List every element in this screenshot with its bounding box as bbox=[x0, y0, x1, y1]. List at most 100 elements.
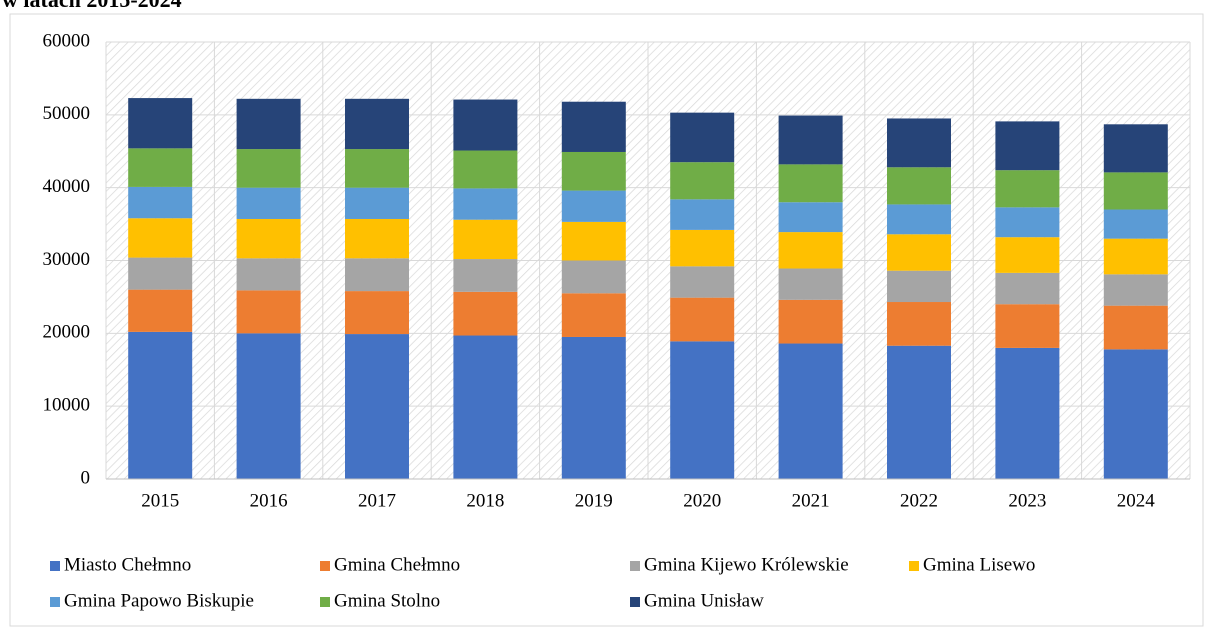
bar-segment bbox=[236, 333, 301, 479]
bar-segment bbox=[1103, 124, 1168, 173]
bar-segment bbox=[128, 289, 193, 332]
y-tick-label: 30000 bbox=[43, 249, 91, 270]
bar-segment bbox=[236, 98, 301, 150]
bar-segment bbox=[128, 98, 193, 149]
bar-segment bbox=[778, 232, 843, 269]
bar-segment bbox=[778, 115, 843, 165]
bar-segment bbox=[995, 121, 1060, 171]
bar-segment bbox=[778, 268, 843, 300]
bar-segment bbox=[128, 331, 193, 479]
bar-segment bbox=[345, 187, 409, 219]
x-tick-label: 2019 bbox=[575, 490, 613, 511]
bar-segment bbox=[995, 272, 1060, 305]
bar-segment bbox=[453, 335, 518, 479]
bar-segment bbox=[236, 187, 301, 219]
legend-swatch bbox=[320, 597, 330, 607]
x-tick-label: 2023 bbox=[1008, 490, 1046, 511]
bar-segment bbox=[670, 112, 735, 163]
bar-segment bbox=[995, 170, 1060, 208]
bar-segment bbox=[887, 118, 951, 168]
bar-segment bbox=[561, 151, 626, 191]
bar-segment bbox=[1103, 305, 1168, 350]
bar-segment bbox=[128, 218, 193, 258]
bar-segment bbox=[561, 221, 626, 261]
legend-label: Gmina Kijewo Królewskie bbox=[644, 554, 849, 575]
bar-segment bbox=[561, 336, 626, 479]
bar-segment bbox=[345, 98, 409, 150]
bar-segment bbox=[670, 297, 735, 342]
bar-segment bbox=[128, 186, 193, 219]
legend-swatch bbox=[50, 561, 60, 571]
bar-segment bbox=[345, 218, 409, 259]
legend-swatch bbox=[320, 561, 330, 571]
bar-segment bbox=[1103, 209, 1168, 239]
bar-segment bbox=[778, 299, 843, 344]
bar-segment bbox=[128, 257, 193, 290]
bar-segment bbox=[453, 291, 518, 336]
bar-segment bbox=[236, 290, 301, 334]
x-tick-label: 2022 bbox=[900, 490, 938, 511]
bar-segment bbox=[995, 237, 1060, 273]
chart-title: w latach 2015-2024 bbox=[2, 0, 182, 12]
bar-segment bbox=[453, 188, 518, 220]
x-tick-label: 2017 bbox=[358, 490, 396, 511]
bar-segment bbox=[778, 164, 843, 203]
bar-segment bbox=[453, 99, 518, 151]
y-tick-label: 40000 bbox=[43, 176, 91, 197]
bar-segment bbox=[236, 218, 301, 259]
bar-segment bbox=[236, 258, 301, 291]
bar-segment bbox=[1103, 172, 1168, 210]
bar-segment bbox=[345, 291, 409, 335]
bar-segment bbox=[561, 101, 626, 152]
legend-label: Miasto Chełmno bbox=[64, 554, 191, 575]
bar-segment bbox=[995, 304, 1060, 348]
bar-segment bbox=[128, 148, 193, 187]
bar-segment bbox=[887, 270, 951, 303]
bar-segment bbox=[778, 343, 843, 479]
legend-label: Gmina Papowo Biskupie bbox=[64, 590, 254, 611]
y-tick-label: 0 bbox=[81, 467, 91, 488]
y-tick-label: 10000 bbox=[43, 395, 91, 416]
x-tick-label: 2024 bbox=[1117, 490, 1156, 511]
bar-segment bbox=[1103, 238, 1168, 275]
bar-segment bbox=[1103, 349, 1168, 479]
legend-swatch bbox=[630, 597, 640, 607]
x-tick-label: 2021 bbox=[792, 490, 830, 511]
bar-segment bbox=[345, 258, 409, 292]
legend-label: Gmina Chełmno bbox=[334, 554, 460, 575]
x-tick-label: 2015 bbox=[141, 490, 179, 511]
y-tick-label: 60000 bbox=[43, 30, 91, 51]
bar-segment bbox=[670, 341, 735, 479]
bar-segment bbox=[561, 190, 626, 222]
bar-segment bbox=[887, 234, 951, 271]
bar-segment bbox=[887, 302, 951, 346]
bar-segment bbox=[453, 150, 518, 189]
y-tick-label: 50000 bbox=[43, 103, 91, 124]
bar-segment bbox=[561, 293, 626, 337]
bar-segment bbox=[345, 149, 409, 188]
bar-segment bbox=[561, 260, 626, 294]
bar-segment bbox=[670, 199, 735, 230]
bar-segment bbox=[887, 345, 951, 479]
legend-swatch bbox=[630, 561, 640, 571]
legend-label: Gmina Unisław bbox=[644, 590, 764, 611]
legend-swatch bbox=[909, 561, 919, 571]
bar-segment bbox=[453, 219, 518, 260]
y-tick-label: 20000 bbox=[43, 322, 91, 343]
bar-segment bbox=[995, 207, 1060, 238]
x-tick-label: 2018 bbox=[466, 490, 504, 511]
bar-segment bbox=[345, 334, 409, 479]
x-tick-label: 2016 bbox=[250, 490, 288, 511]
x-tick-label: 2020 bbox=[683, 490, 721, 511]
bar-segment bbox=[670, 229, 735, 267]
legend-label: Gmina Lisewo bbox=[923, 554, 1035, 575]
bar-segment bbox=[670, 162, 735, 200]
bar-segment bbox=[887, 204, 951, 235]
legend-swatch bbox=[50, 597, 60, 607]
bar-segment bbox=[453, 259, 518, 292]
legend-label: Gmina Stolno bbox=[334, 590, 440, 611]
bar-segment bbox=[778, 202, 843, 233]
bar-segment bbox=[670, 266, 735, 298]
bar-segment bbox=[1103, 274, 1168, 306]
